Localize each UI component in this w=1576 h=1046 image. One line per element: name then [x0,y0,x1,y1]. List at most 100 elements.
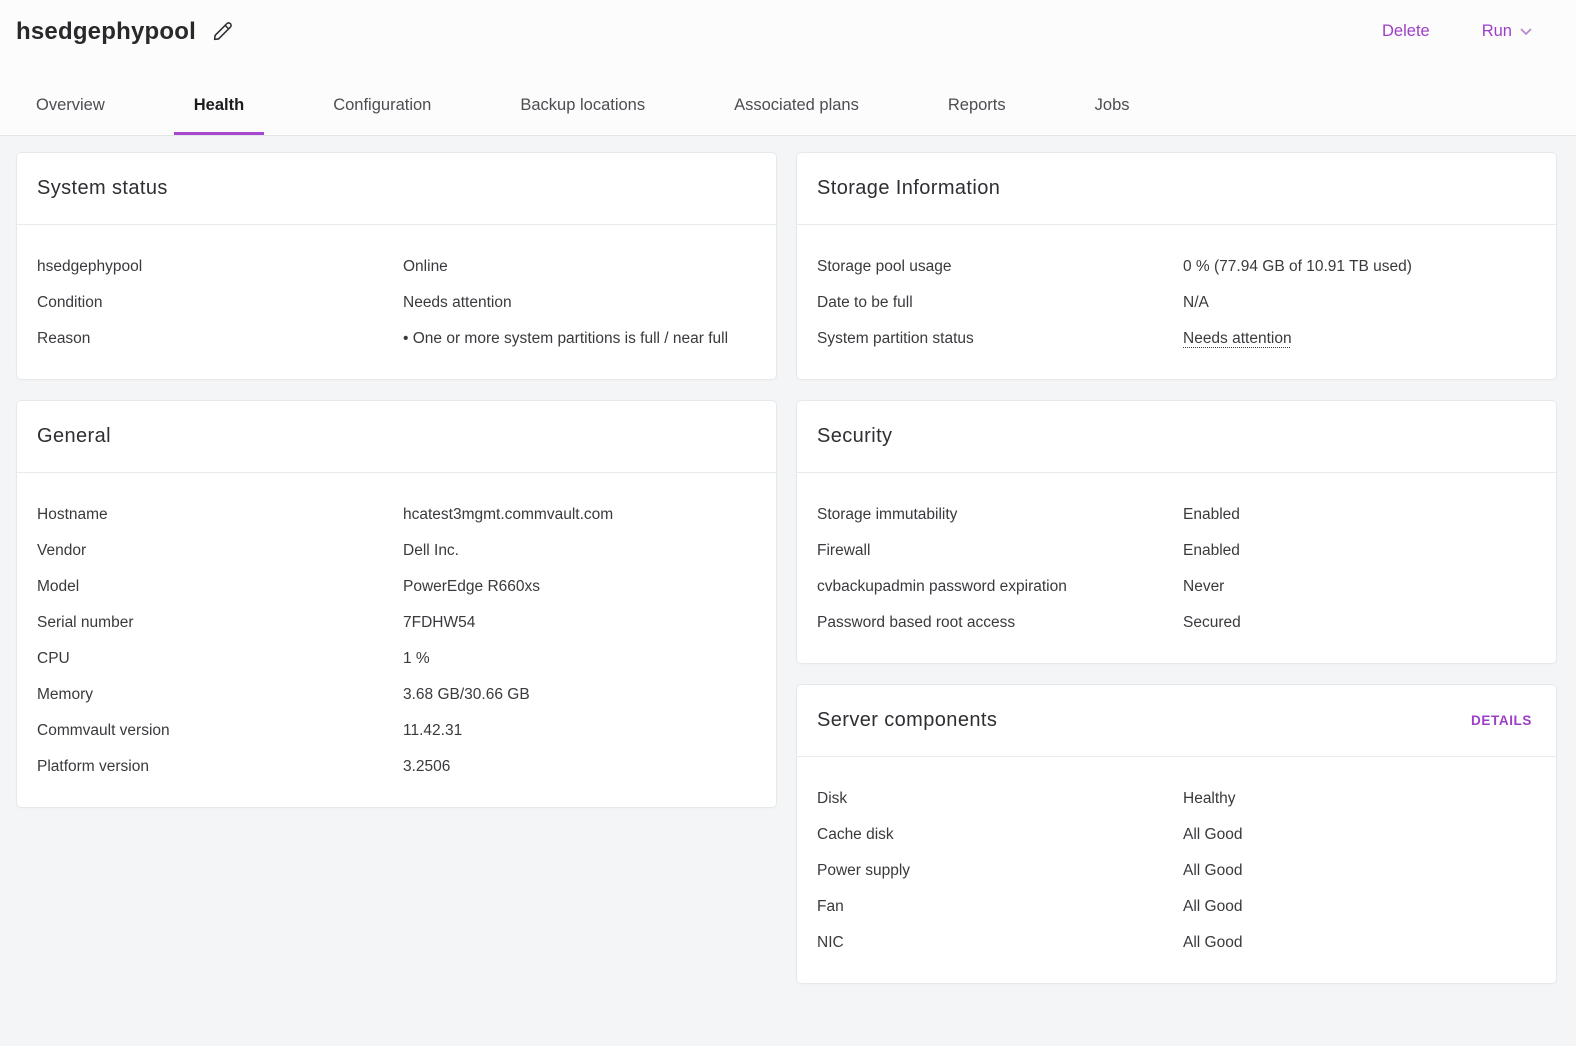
cache-disk-row: Cache disk All Good [817,822,1536,848]
serial-number-value: 7FDHW54 [403,610,475,636]
tab-configuration[interactable]: Configuration [313,82,451,135]
row-label: Storage pool usage [817,254,1183,280]
cache-disk-status-value[interactable]: All Good [1183,822,1242,848]
tab-backup-locations[interactable]: Backup locations [500,82,665,135]
memory-value: 3.68 GB/30.66 GB [403,682,530,708]
system-status-title: System status [37,177,168,200]
tab-overview[interactable]: Overview [16,82,125,135]
disk-status-value[interactable]: Healthy [1183,786,1236,812]
nic-status-value[interactable]: All Good [1183,930,1242,956]
system-partition-status-link[interactable]: Needs attention [1183,326,1292,352]
model-value: PowerEdge R660xs [403,574,540,600]
row-label: Password based root access [817,610,1183,636]
condition-value: Needs attention [403,290,512,316]
platform-version-row: Platform version 3.2506 [37,754,756,780]
general-card: General Hostname hcatest3mgmt.commvault.… [16,400,777,808]
row-label: Storage immutability [817,502,1183,528]
storage-pool-usage-value[interactable]: 0 % (77.94 GB of 10.91 TB used) [1183,254,1412,280]
firewall-value[interactable]: Enabled [1183,538,1240,564]
vendor-row: Vendor Dell Inc. [37,538,756,564]
storage-information-card: Storage Information Storage pool usage 0… [796,152,1557,380]
server-components-card: Server components DETAILS Disk Healthy C… [796,684,1557,984]
row-label: Hostname [37,502,403,528]
row-label: Condition [37,290,403,316]
row-label: Vendor [37,538,403,564]
row-label: Disk [817,786,1183,812]
fan-row: Fan All Good [817,894,1536,920]
tab-bar: Overview Health Configuration Backup loc… [0,82,1576,135]
row-label: Cache disk [817,822,1183,848]
row-label: Commvault version [37,718,403,744]
edit-name-button[interactable] [210,19,235,44]
page-title: hsedgephypool [16,18,196,46]
hostname-value: hcatest3mgmt.commvault.com [403,502,613,528]
page-header: hsedgephypool Delete Run [0,0,1576,136]
system-partition-status-row: System partition status Needs attention [817,326,1536,352]
row-label: CPU [37,646,403,672]
date-to-be-full-value: N/A [1183,290,1209,316]
tab-jobs[interactable]: Jobs [1075,82,1150,135]
firewall-row: Firewall Enabled [817,538,1536,564]
pencil-icon [212,21,233,42]
run-button-label: Run [1482,22,1512,41]
storage-immutability-row: Storage immutability Enabled [817,502,1536,528]
tab-associated-plans[interactable]: Associated plans [714,82,879,135]
run-button[interactable]: Run [1482,22,1532,41]
serial-number-row: Serial number 7FDHW54 [37,610,756,636]
tab-health[interactable]: Health [174,82,264,135]
password-expiration-row: cvbackupadmin password expiration Never [817,574,1536,600]
row-label: Fan [817,894,1183,920]
chevron-down-icon [1520,28,1532,36]
row-label: Firewall [817,538,1183,564]
left-column: System status hsedgephypool Online Condi… [16,152,777,808]
reason-value: • One or more system partitions is full … [403,326,728,352]
reason-row: Reason • One or more system partitions i… [37,326,756,352]
nic-row: NIC All Good [817,930,1536,956]
online-status-value: Online [403,254,448,280]
cpu-row: CPU 1 % [37,646,756,672]
row-label: cvbackupadmin password expiration [817,574,1183,600]
delete-button[interactable]: Delete [1382,22,1430,41]
right-column: Storage Information Storage pool usage 0… [796,152,1557,984]
fan-status-value[interactable]: All Good [1183,894,1242,920]
main-content: System status hsedgephypool Online Condi… [0,136,1576,1000]
power-supply-status-value[interactable]: All Good [1183,858,1242,884]
status-row: hsedgephypool Online [37,254,756,280]
storage-pool-usage-row: Storage pool usage 0 % (77.94 GB of 10.9… [817,254,1536,280]
security-title: Security [817,425,892,448]
storage-immutability-value[interactable]: Enabled [1183,502,1240,528]
row-label: Model [37,574,403,600]
security-card: Security Storage immutability Enabled Fi… [796,400,1557,664]
row-label: hsedgephypool [37,254,403,280]
commvault-version-value: 11.42.31 [403,718,462,744]
row-label: Date to be full [817,290,1183,316]
power-supply-row: Power supply All Good [817,858,1536,884]
platform-version-value: 3.2506 [403,754,450,780]
root-access-value[interactable]: Secured [1183,610,1241,636]
password-expiration-value[interactable]: Never [1183,574,1224,600]
memory-row: Memory 3.68 GB/30.66 GB [37,682,756,708]
row-label: System partition status [817,326,1183,352]
condition-row: Condition Needs attention [37,290,756,316]
general-title: General [37,425,111,448]
server-components-title: Server components [817,709,997,732]
cpu-value: 1 % [403,646,430,672]
row-label: Memory [37,682,403,708]
date-to-be-full-row: Date to be full N/A [817,290,1536,316]
model-row: Model PowerEdge R660xs [37,574,756,600]
details-button[interactable]: DETAILS [1471,713,1532,728]
vendor-value: Dell Inc. [403,538,459,564]
commvault-version-row: Commvault version 11.42.31 [37,718,756,744]
system-status-card: System status hsedgephypool Online Condi… [16,152,777,380]
row-label: Serial number [37,610,403,636]
row-label: NIC [817,930,1183,956]
tab-reports[interactable]: Reports [928,82,1026,135]
hostname-row: Hostname hcatest3mgmt.commvault.com [37,502,756,528]
row-label: Platform version [37,754,403,780]
row-label: Reason [37,326,403,352]
delete-button-label: Delete [1382,22,1430,41]
storage-information-title: Storage Information [817,177,1000,200]
row-label: Power supply [817,858,1183,884]
root-access-row: Password based root access Secured [817,610,1536,636]
disk-row: Disk Healthy [817,786,1536,812]
